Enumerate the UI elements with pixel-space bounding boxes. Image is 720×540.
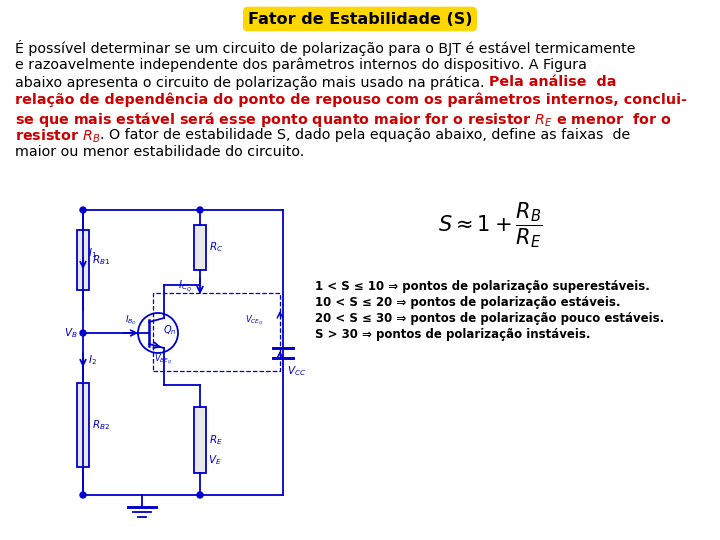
Bar — [194, 225, 206, 270]
Text: resistor $R_B$: resistor $R_B$ — [15, 127, 100, 145]
Text: maior ou menor estabilidade do circuito.: maior ou menor estabilidade do circuito. — [15, 145, 305, 159]
Text: $R_E$: $R_E$ — [209, 433, 222, 447]
Text: $V_B$: $V_B$ — [64, 326, 78, 340]
Bar — [153, 293, 280, 371]
Text: $R_C$: $R_C$ — [209, 241, 223, 254]
Text: S > 30 ⇒ pontos de polarização instáveis.: S > 30 ⇒ pontos de polarização instáveis… — [315, 328, 590, 341]
Circle shape — [80, 330, 86, 336]
Text: 1 < S ≤ 10 ⇒ pontos de polarização superestáveis.: 1 < S ≤ 10 ⇒ pontos de polarização super… — [315, 280, 650, 293]
Text: É possível determinar se um circuito de polarização para o BJT é estável termica: É possível determinar se um circuito de … — [15, 40, 636, 56]
Circle shape — [80, 492, 86, 498]
Text: $I_1$: $I_1$ — [88, 247, 97, 260]
Text: Fator de Estabilidade (S): Fator de Estabilidade (S) — [248, 11, 472, 26]
Text: $V_{BE_Q}$: $V_{BE_Q}$ — [154, 353, 173, 367]
Circle shape — [80, 207, 86, 213]
Bar — [194, 407, 206, 473]
Circle shape — [197, 492, 203, 498]
Text: $R_{B1}$: $R_{B1}$ — [92, 253, 110, 267]
Text: $V_{CC}$: $V_{CC}$ — [287, 364, 306, 378]
Bar — [77, 383, 89, 467]
Text: $I_2$: $I_2$ — [88, 353, 97, 367]
Text: Pela análise  da: Pela análise da — [489, 75, 616, 89]
Text: se que mais estável será esse ponto quanto maior for o resistor $R_E$ e menor  f: se que mais estável será esse ponto quan… — [15, 110, 671, 129]
Text: $S \approx 1+\dfrac{R_B}{R_E}$: $S \approx 1+\dfrac{R_B}{R_E}$ — [438, 200, 542, 250]
Text: $I_{C_Q}$: $I_{C_Q}$ — [178, 278, 192, 294]
Text: abaixo apresenta o circuito de polarização mais usado na prática.: abaixo apresenta o circuito de polarizaç… — [15, 75, 489, 90]
Text: relação de dependência do ponto de repouso com os parâmetros internos, conclui-: relação de dependência do ponto de repou… — [15, 92, 687, 107]
Text: $Q_n$: $Q_n$ — [163, 323, 176, 337]
Text: 10 < S ≤ 20 ⇒ pontos de polarização estáveis.: 10 < S ≤ 20 ⇒ pontos de polarização está… — [315, 296, 621, 309]
Text: . O fator de estabilidade S, dado pela equação abaixo, define as faixas  de: . O fator de estabilidade S, dado pela e… — [100, 127, 631, 141]
Text: $R_{B2}$: $R_{B2}$ — [92, 418, 110, 432]
Text: $V_{CE_Q}$: $V_{CE_Q}$ — [245, 314, 264, 328]
Text: $I_{B_Q}$: $I_{B_Q}$ — [125, 314, 137, 328]
Text: 20 < S ≤ 30 ⇒ pontos de polarização pouco estáveis.: 20 < S ≤ 30 ⇒ pontos de polarização pouc… — [315, 312, 665, 325]
Bar — [77, 230, 89, 290]
Circle shape — [197, 207, 203, 213]
Text: e razoavelmente independente dos parâmetros internos do dispositivo. A Figura: e razoavelmente independente dos parâmet… — [15, 57, 587, 72]
Text: $V_E$: $V_E$ — [208, 453, 222, 467]
